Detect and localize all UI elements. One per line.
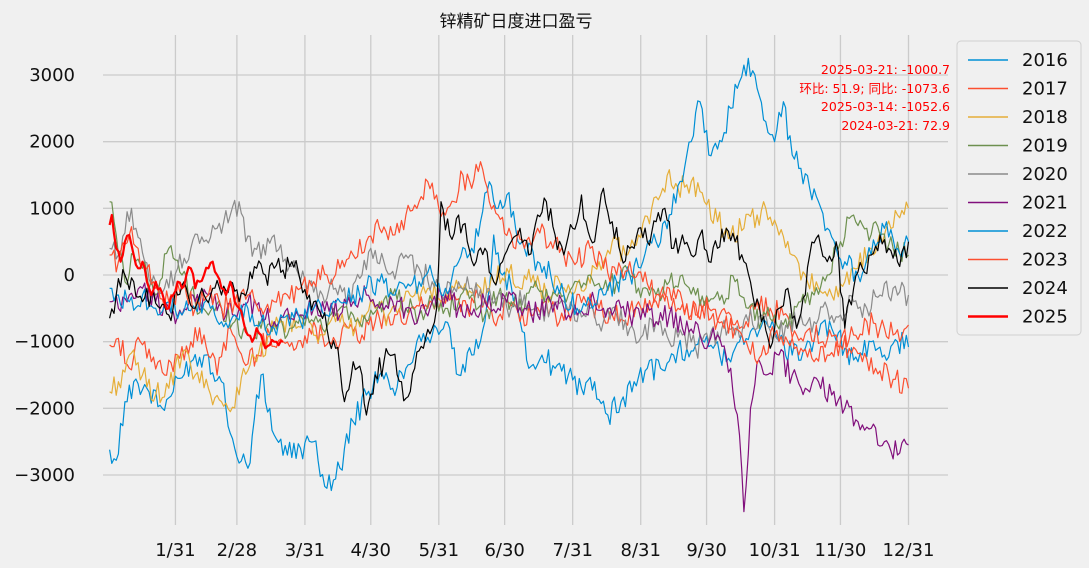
x-tick-label: 3/31 — [285, 540, 325, 561]
legend-label-2023: 2023 — [1022, 250, 1068, 271]
axis-layer: −3000 −2000 −1000 0 1000 2000 3000 1/31 2/28 3/31… — [14, 65, 934, 561]
legend-label-2022: 2022 — [1022, 221, 1068, 242]
x-tick-label: 6/30 — [484, 540, 524, 561]
x-tick-label: 2/28 — [217, 540, 257, 561]
series-line-2023 — [109, 161, 909, 365]
y-tick-label: −1000 — [14, 332, 75, 353]
annotation-change: 环比: 51.9; 同比: -1073.6 — [799, 81, 950, 96]
annotation-prev-week: 2025-03-14: -1052.6 — [821, 99, 950, 114]
x-tick-label: 8/31 — [621, 540, 661, 561]
annotation-layer: 2025-03-21: -1000.7 环比: 51.9; 同比: -1073.… — [799, 62, 950, 133]
annotation-latest: 2025-03-21: -1000.7 — [821, 62, 950, 77]
legend-label-2024: 2024 — [1022, 278, 1068, 299]
x-tick-label: 5/31 — [419, 540, 459, 561]
series-line-2025 — [108, 213, 284, 350]
y-tick-label: 0 — [64, 265, 75, 286]
legend-label-2016: 2016 — [1022, 50, 1068, 71]
y-tick-label: −3000 — [14, 465, 75, 486]
legend: 2016 2017 2018 2019 2020 2021 2022 2023 2024 2025 — [956, 40, 1082, 336]
x-tick-label: 4/30 — [351, 540, 391, 561]
x-tick-label: 11/30 — [815, 540, 867, 561]
annotation-last-year: 2024-03-21: 72.9 — [841, 118, 950, 133]
legend-label-2025: 2025 — [1022, 307, 1068, 328]
legend-label-2019: 2019 — [1022, 136, 1068, 157]
series-layer — [108, 57, 910, 513]
x-tick-label: 1/31 — [155, 540, 195, 561]
y-tick-label: 2000 — [29, 132, 75, 153]
legend-label-2018: 2018 — [1022, 107, 1068, 128]
x-tick-label: 12/31 — [883, 540, 935, 561]
x-tick-label: 7/31 — [552, 540, 592, 561]
x-tick-label: 10/31 — [749, 540, 801, 561]
legend-label-2021: 2021 — [1022, 193, 1068, 214]
series-line-2018 — [109, 169, 910, 413]
series-line-2020 — [109, 199, 910, 359]
legend-label-2020: 2020 — [1022, 164, 1068, 185]
chart-title: 锌精矿日度进口盈亏 — [440, 12, 593, 32]
y-tick-label: 3000 — [29, 65, 75, 86]
y-tick-label: −2000 — [14, 398, 75, 419]
legend-label-2017: 2017 — [1022, 79, 1068, 100]
y-tick-label: 1000 — [29, 198, 75, 219]
legend-frame — [956, 40, 1082, 336]
series-line-2017 — [109, 286, 910, 394]
series-line-2024 — [109, 187, 910, 416]
series-line-2021 — [109, 282, 909, 513]
x-tick-label: 9/30 — [686, 540, 726, 561]
